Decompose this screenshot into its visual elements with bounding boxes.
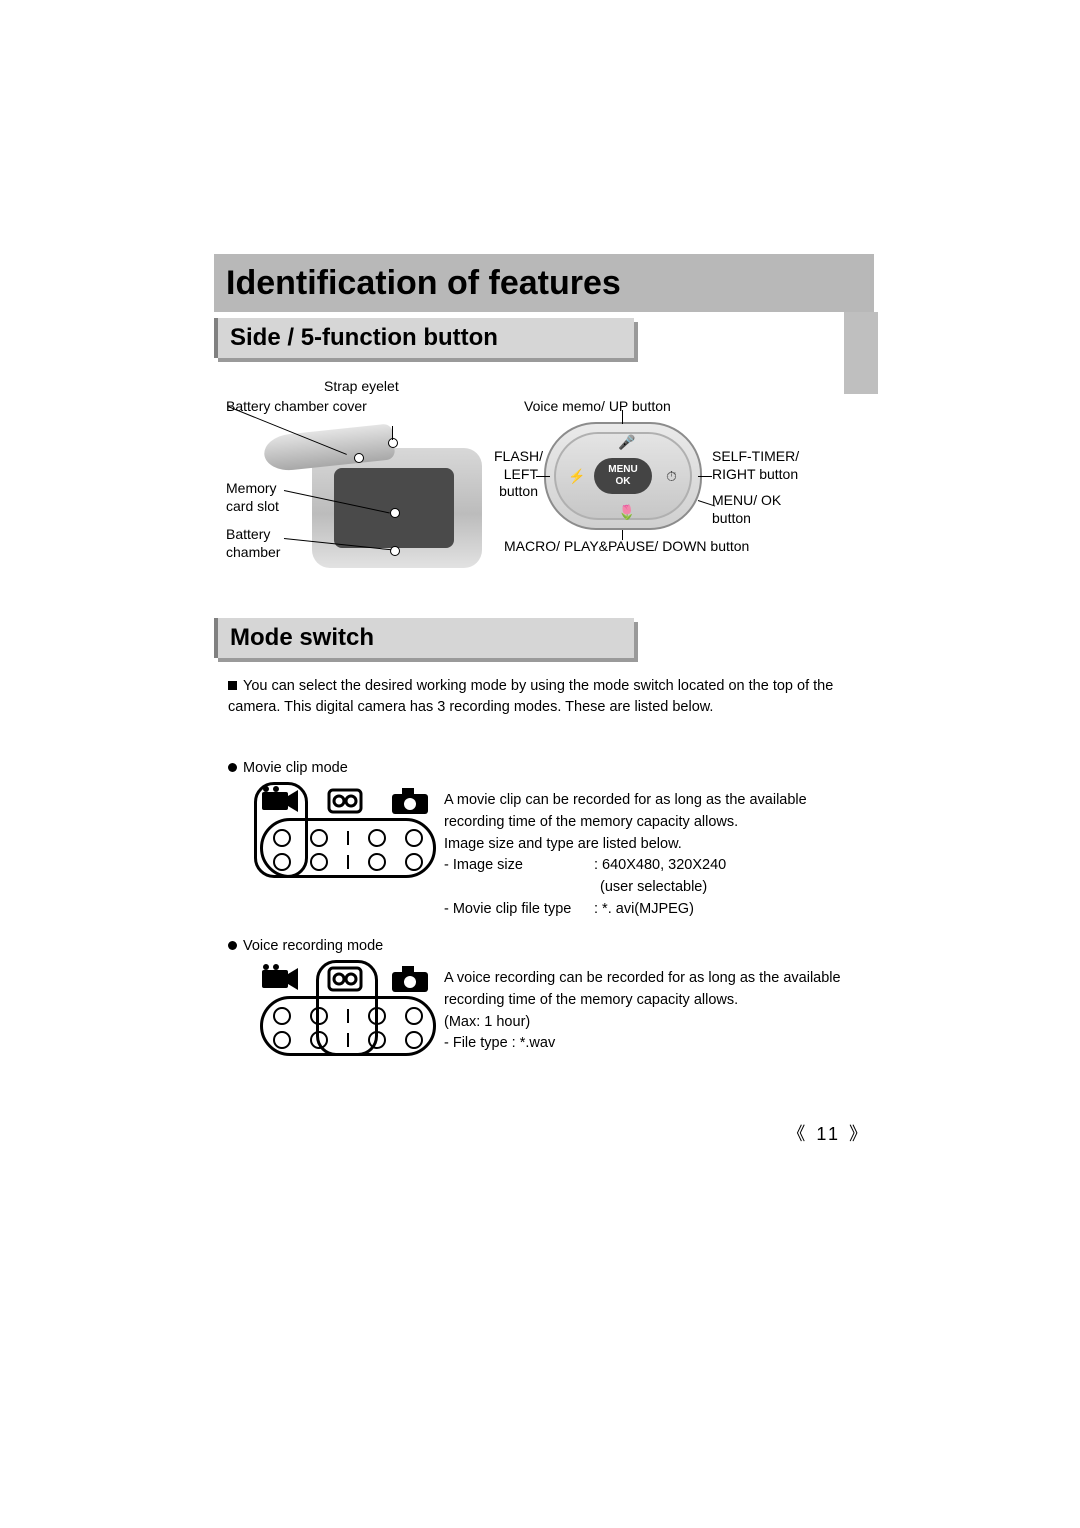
label-macro: MACRO/ PLAY&PAUSE/ DOWN button xyxy=(504,538,749,556)
mode-intro-text: You can select the desired working mode … xyxy=(228,676,868,718)
voice-mode-glyph-icon xyxy=(325,786,365,816)
label-strap-eyelet: Strap eyelet xyxy=(324,378,399,396)
voice-desc: A voice recording can be recorded for as… xyxy=(444,968,864,1055)
page-title-bar: Identification of features xyxy=(214,254,874,312)
side-diagram: Strap eyelet Battery chamber cover Memor… xyxy=(214,362,874,602)
label-voice-memo: Voice memo/ UP button xyxy=(524,398,671,416)
page-title: Identification of features xyxy=(226,264,621,303)
manual-page: Identification of features Side / 5-func… xyxy=(0,0,1080,1528)
page-number: 《 11 》 xyxy=(0,1120,870,1146)
label-memory-slot: Memory card slot xyxy=(226,480,286,515)
section-header-mode: Mode switch xyxy=(214,618,634,658)
menu-ok-button-icon: MENU OK xyxy=(594,458,652,494)
label-self-timer: SELF-TIMER/ RIGHT button xyxy=(712,448,804,483)
mode-switch-voice-icon xyxy=(260,964,430,1064)
five-function-pad-icon: MENU OK 🎤 ⚡ ⏱ 🌷 xyxy=(544,422,702,530)
camera-side-icon xyxy=(294,398,494,568)
label-menu-ok: MENU/ OK button xyxy=(712,492,804,527)
section-header-side: Side / 5-function button xyxy=(214,318,634,358)
timer-icon: ⏱ xyxy=(666,468,677,485)
section1-label: Side / 5-function button xyxy=(230,324,498,352)
still-mode-glyph-icon xyxy=(390,786,430,816)
still-mode-glyph-icon xyxy=(390,964,430,994)
label-flash-left: FLASH/ LEFT button xyxy=(494,448,538,501)
macro-icon: 🌷 xyxy=(618,504,635,521)
movie-heading: Movie clip mode xyxy=(228,758,868,779)
label-battery-chamber: Battery chamber xyxy=(226,526,286,561)
mic-icon: 🎤 xyxy=(618,434,635,451)
mode-switch-movie-icon xyxy=(260,786,430,886)
voice-heading: Voice recording mode xyxy=(228,936,868,957)
movie-desc: A movie clip can be recorded for as long… xyxy=(444,790,864,921)
movie-mode-glyph-icon xyxy=(260,964,300,994)
flash-icon: ⚡ xyxy=(568,468,585,485)
section2-label: Mode switch xyxy=(230,624,374,652)
